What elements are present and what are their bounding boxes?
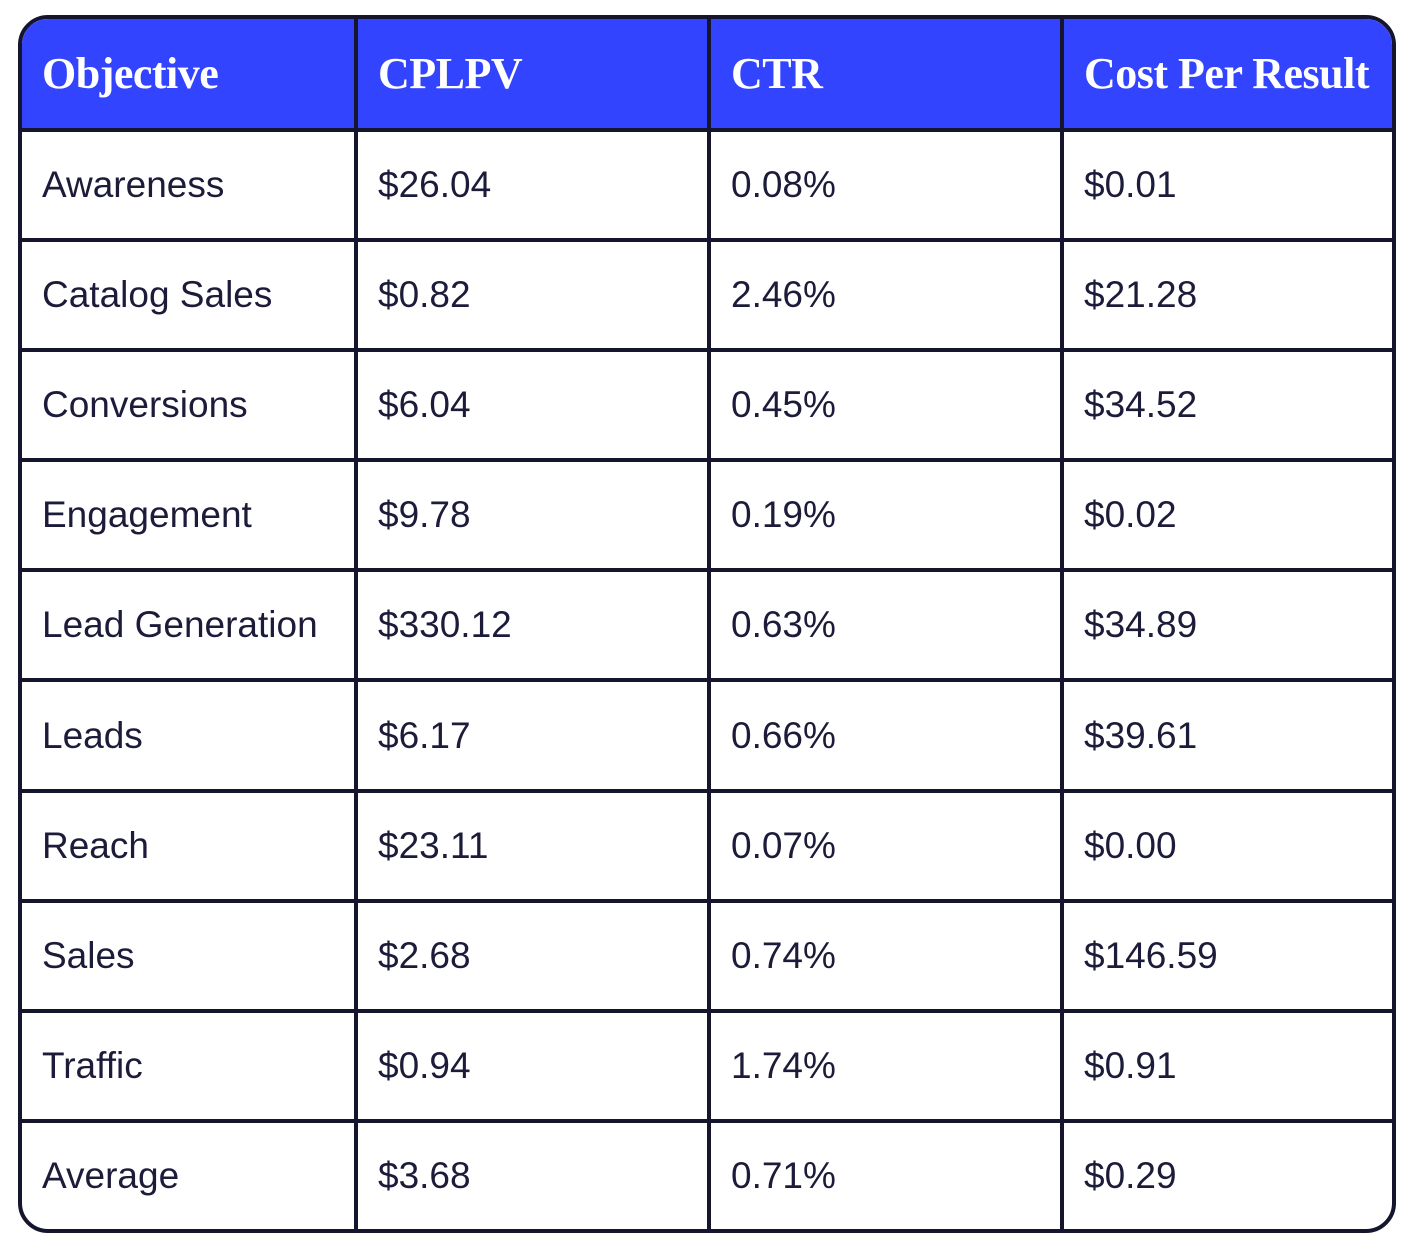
table-row: Average $3.68 0.71% $0.29	[22, 1120, 1392, 1229]
table-cell: 0.45%	[709, 350, 1064, 463]
table-header: Objective CPLPV CTR Cost Per Result	[22, 19, 1392, 132]
table-cell: $39.61	[1062, 680, 1392, 793]
table-row: Leads $6.17 0.66% $39.61	[22, 680, 1392, 793]
table-cell: 0.71%	[709, 1120, 1064, 1229]
table-cell: $0.00	[1062, 790, 1392, 903]
table-cell: $0.29	[1084, 1154, 1177, 1196]
table-row: Lead Generation $330.12 0.63% $34.89	[22, 570, 1392, 683]
table-cell: $6.17	[356, 680, 711, 793]
table-cell: $21.28	[1062, 240, 1392, 353]
table-cell: 0.08%	[709, 130, 1064, 243]
header-cell: CTR	[709, 19, 1064, 132]
table-cell: 0.66%	[709, 680, 1064, 793]
table-cell: Reach	[22, 790, 358, 903]
table-cell: Average	[22, 1120, 358, 1229]
table-cell: 0.19%	[709, 460, 1064, 573]
header-cell: CPLPV	[356, 19, 711, 132]
table-cell: Engagement	[22, 460, 358, 573]
header-cell: Cost Per Result	[1062, 19, 1392, 132]
table-cell: 0.74%	[709, 900, 1064, 1013]
table-row: Catalog Sales $0.82 2.46% $21.28	[22, 240, 1392, 353]
table-cell: $0.91	[1062, 1010, 1392, 1123]
table-cell: $34.89	[1062, 570, 1392, 683]
table-cell: $0.02	[1062, 460, 1392, 573]
table-row: Engagement $9.78 0.19% $0.02	[22, 460, 1392, 573]
table-cell: Traffic	[22, 1010, 358, 1123]
table-cell: $146.59	[1062, 900, 1392, 1013]
table-cell: $330.12	[356, 570, 711, 683]
table-cell: $0.82	[356, 240, 711, 353]
table-cell: 0.07%	[709, 790, 1064, 903]
table-row: Awareness $26.04 0.08% $0.01	[22, 130, 1392, 243]
table-cell: $0.94	[356, 1010, 711, 1123]
table-cell: 2.46%	[709, 240, 1064, 353]
table-cell: Catalog Sales	[22, 240, 358, 353]
table-cell: Sales	[22, 900, 358, 1013]
table-cell: $26.04	[356, 130, 711, 243]
table-cell: Leads	[22, 680, 358, 793]
table-row: Traffic $0.94 1.74% $0.91	[22, 1010, 1392, 1123]
table-cell: $0.01	[1062, 130, 1392, 243]
table-cell: 1.74%	[709, 1010, 1064, 1123]
table-cell: 0.63%	[709, 570, 1064, 683]
table: Objective CPLPV CTR Cost Per Result Awarene…	[22, 19, 1392, 1229]
table-container: Objective CPLPV CTR Cost Per Result Awarene…	[18, 15, 1396, 1233]
table-row: Conversions $6.04 0.45% $34.52	[22, 350, 1392, 463]
table-body: Awareness $26.04 0.08% $0.01 Catalog Sales $0…	[22, 130, 1392, 1229]
table-cell: $3.68	[356, 1120, 711, 1229]
header-cell: Objective	[22, 19, 358, 132]
table-cell: $23.11	[356, 790, 711, 903]
table-row: Sales $2.68 0.74% $146.59	[22, 900, 1392, 1013]
table-cell: Conversions	[22, 350, 358, 463]
table-cell: $6.04	[356, 350, 711, 463]
table-cell: $34.52	[1062, 350, 1392, 463]
header-row: Objective CPLPV CTR Cost Per Result	[22, 19, 1392, 132]
table-cell: $2.68	[356, 900, 711, 1013]
table-row: Reach $23.11 0.07% $0.00	[22, 790, 1392, 903]
table-cell: Lead Generation	[22, 570, 358, 683]
table-cell: Awareness	[22, 130, 358, 243]
table-cell: $9.78	[356, 460, 711, 573]
